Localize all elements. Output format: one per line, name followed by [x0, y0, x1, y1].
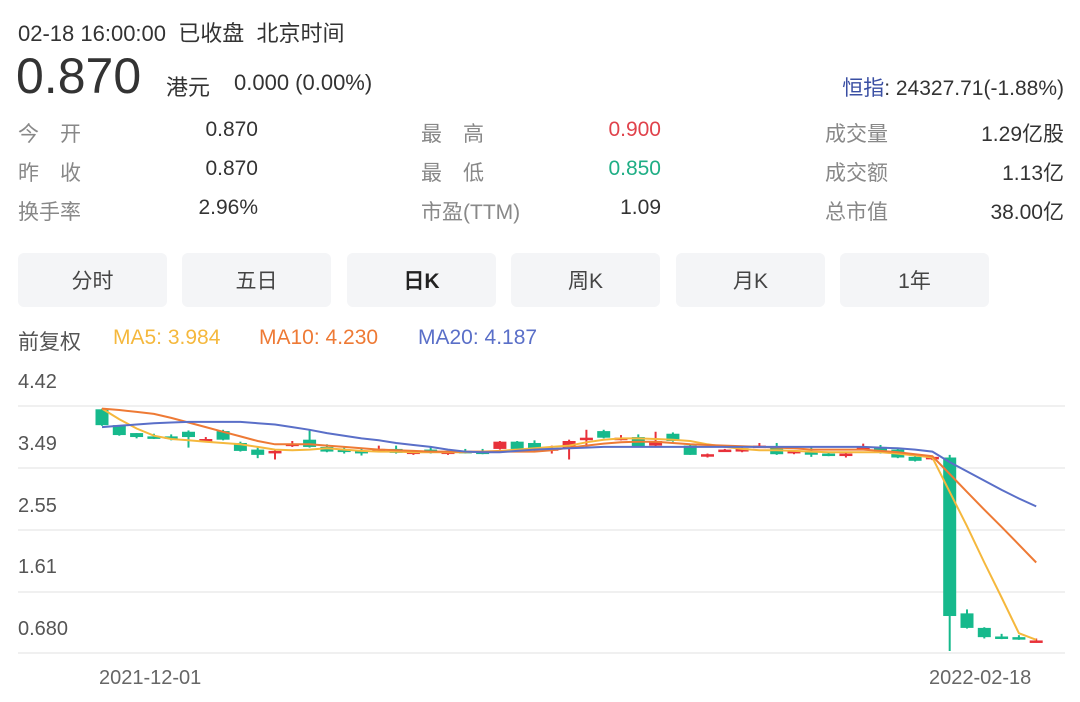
candle-body	[977, 627, 991, 638]
candle-body	[787, 450, 801, 454]
ma10-line	[101, 407, 1037, 564]
candle-body	[268, 450, 282, 454]
x-label-end: 2022-02-18	[929, 667, 1032, 689]
candle-body	[510, 441, 524, 449]
currency: 港元	[166, 75, 211, 100]
stat-label: 总市值	[825, 201, 888, 224]
candle-body	[666, 433, 680, 442]
hang-seng-index[interactable]: 恒指: 24327.71(-1.88%)	[842, 72, 1064, 102]
candle-body	[337, 449, 351, 453]
candle-body	[355, 450, 368, 454]
stat-label: 成交额	[825, 162, 888, 185]
candle-body	[960, 613, 974, 628]
y-tick-label: 3.49	[18, 433, 57, 455]
tab-5[interactable]: 1年	[840, 253, 989, 307]
index-value: : 24327.71(-1.88%)	[884, 77, 1064, 100]
ma20-legend: MA20: 4.187	[418, 326, 538, 349]
candle-body	[1012, 637, 1026, 640]
candle-body	[164, 436, 178, 439]
y-tick-label: 2.55	[18, 495, 57, 517]
candle-body	[199, 439, 213, 442]
ma20-line	[101, 420, 1037, 508]
candle-body	[822, 453, 836, 457]
candle-body	[528, 442, 541, 449]
tab-0[interactable]: 分时	[18, 253, 167, 307]
market-status: 已收盘	[178, 21, 245, 46]
y-tick-label: 4.42	[18, 371, 57, 393]
candle-body	[233, 442, 247, 451]
stat-label: 最 高	[421, 123, 484, 146]
y-tick-label: 0.680	[18, 618, 69, 640]
stat-value: 1.13亿	[1002, 162, 1064, 185]
timestamp: 02-18 16:00:00	[18, 21, 167, 46]
stat-label: 成交量	[825, 123, 888, 146]
candle-body	[718, 449, 732, 453]
tab-2[interactable]: 日K	[347, 253, 496, 307]
candle-body	[493, 441, 507, 449]
timezone: 北京时间	[256, 21, 345, 46]
stat-label: 今 开	[18, 123, 81, 146]
stat-value: 1.29亿股	[981, 123, 1064, 146]
stat-label: 最 低	[421, 162, 484, 185]
candle-body	[112, 425, 126, 436]
quote-timestamp: 02-18 16:00:00 已收盘 北京时间	[18, 16, 345, 48]
ma10-legend: MA10: 4.230	[259, 326, 379, 349]
candle-body	[839, 453, 853, 457]
y-tick-label: 1.61	[18, 556, 57, 578]
x-label-start: 2021-12-01	[99, 667, 202, 689]
candle-body	[216, 431, 230, 440]
candle-body	[182, 431, 195, 438]
stat-value: 1.09	[620, 196, 661, 219]
stat-label: 市盈(TTM)	[421, 201, 521, 224]
ma5-line	[101, 407, 1037, 641]
candle-body	[683, 445, 697, 455]
candle-body	[130, 433, 144, 438]
tab-1[interactable]: 五日	[182, 253, 331, 307]
stat-label: 昨 收	[18, 162, 81, 185]
candle-body	[562, 441, 576, 448]
stat-value: 0.870	[205, 118, 258, 141]
current-price: 0.870	[16, 48, 142, 104]
candle-body	[908, 456, 922, 461]
candle-body	[579, 437, 593, 441]
candle-body	[856, 446, 870, 450]
candle-body	[701, 454, 714, 457]
candle-body	[597, 431, 611, 438]
adjust-mode[interactable]: 前复权	[18, 331, 81, 354]
candle-body	[649, 441, 663, 446]
tab-3[interactable]: 周K	[511, 253, 660, 307]
stat-value: 0.900	[608, 118, 661, 141]
candle-body	[95, 409, 109, 426]
stat-value: 0.870	[205, 157, 258, 180]
ma5-legend: MA5: 3.984	[113, 326, 221, 349]
tab-4[interactable]: 月K	[676, 253, 825, 307]
candle-body	[804, 452, 818, 455]
candle-body	[995, 636, 1009, 639]
index-label[interactable]: 恒指	[842, 77, 885, 100]
candle-body	[1029, 640, 1043, 643]
stat-value: 2.96%	[198, 196, 258, 219]
stat-label: 换手率	[18, 201, 81, 224]
stat-value: 0.850	[608, 157, 661, 180]
stat-value: 38.00亿	[990, 201, 1064, 224]
candle-body	[147, 436, 161, 439]
candle-body	[251, 449, 265, 455]
candle-body	[735, 448, 749, 452]
price-change: 0.000 (0.00%)	[234, 70, 373, 95]
